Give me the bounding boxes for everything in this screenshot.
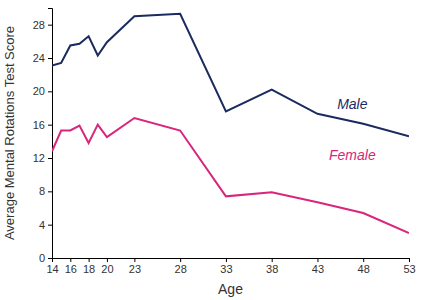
y-tick: 16	[33, 119, 52, 131]
x-axis-line	[53, 259, 410, 263]
y-tick-mark	[48, 158, 52, 159]
y-tick: 20	[33, 85, 52, 97]
y-tick-label: 28	[33, 19, 45, 31]
x-tick-label: 20	[101, 263, 113, 275]
y-axis: 0 4 8 12 16 20 24 28	[33, 9, 53, 265]
x-tick: 53	[403, 258, 415, 275]
y-tick-label: 20	[33, 85, 45, 97]
y-tick: 24	[33, 52, 52, 64]
x-tick-label: 33	[220, 263, 232, 275]
x-tick-mark	[272, 258, 273, 262]
lines	[52, 14, 409, 233]
y-tick: 8	[39, 185, 52, 197]
y-tick: 0	[39, 252, 52, 264]
x-tick: 38	[266, 258, 278, 275]
x-tick-mark	[89, 258, 90, 262]
line-labels: Male Female	[329, 96, 376, 163]
x-tick-mark	[134, 258, 135, 262]
y-tick-label: 12	[33, 152, 45, 164]
chart: 14161820232833384348530481216202428MaleF…	[0, 0, 440, 300]
x-tick: 18	[83, 258, 95, 275]
y-tick-label: 24	[33, 52, 45, 64]
x-tick: 28	[175, 258, 187, 275]
y-tick-label: 16	[33, 119, 45, 131]
x-tick: 14	[46, 258, 58, 275]
y-tick-label: 4	[39, 219, 45, 231]
x-tick-mark	[180, 258, 181, 262]
x-tick: 16	[65, 258, 77, 275]
x-tick: 23	[129, 258, 141, 275]
x-tick-mark	[226, 258, 227, 262]
x-tick: 20	[101, 258, 113, 275]
x-tick-label: 18	[83, 263, 95, 275]
x-tick: 33	[220, 258, 232, 275]
x-tick-label: 23	[129, 263, 141, 275]
x-tick: 43	[312, 258, 324, 275]
x-tick-label: 28	[175, 263, 187, 275]
series-label: Male	[337, 96, 368, 112]
y-tick-mark	[48, 91, 52, 92]
line	[52, 118, 409, 233]
y-tick-mark	[48, 58, 52, 59]
x-tick-mark	[317, 258, 318, 262]
y-tick: 4	[39, 219, 52, 231]
y-tick-mark	[48, 125, 52, 126]
x-tick-label: 53	[403, 263, 415, 275]
y-axis-line	[48, 9, 53, 259]
y-tick: 12	[33, 152, 52, 164]
y-tick-label: 0	[39, 252, 45, 264]
x-tick-mark	[107, 258, 108, 262]
series-label: Female	[329, 147, 376, 163]
line	[52, 14, 409, 136]
x-axis-title: Age	[218, 281, 243, 297]
x-tick-label: 43	[312, 263, 324, 275]
y-tick-mark	[48, 225, 52, 226]
x-tick-label: 38	[266, 263, 278, 275]
y-tick-label: 8	[39, 185, 45, 197]
x-axis: 14 16 18 20 23 28 33 38 43 48 53	[46, 258, 415, 275]
plot: 14161820232833384348530481216202428MaleF…	[33, 9, 416, 275]
x-tick-mark	[409, 258, 410, 262]
y-tick-mark	[48, 258, 52, 259]
y-tick-mark	[48, 25, 52, 26]
x-tick-mark	[363, 258, 364, 262]
y-tick: 28	[33, 19, 52, 31]
y-tick-mark	[48, 191, 52, 192]
x-tick-mark	[70, 258, 71, 262]
x-tick-label: 16	[65, 263, 77, 275]
x-tick-label: 14	[46, 263, 58, 275]
x-tick: 48	[358, 258, 370, 275]
y-axis-title: Average Mental Rotations Test Score	[2, 26, 17, 240]
x-tick-label: 48	[358, 263, 370, 275]
